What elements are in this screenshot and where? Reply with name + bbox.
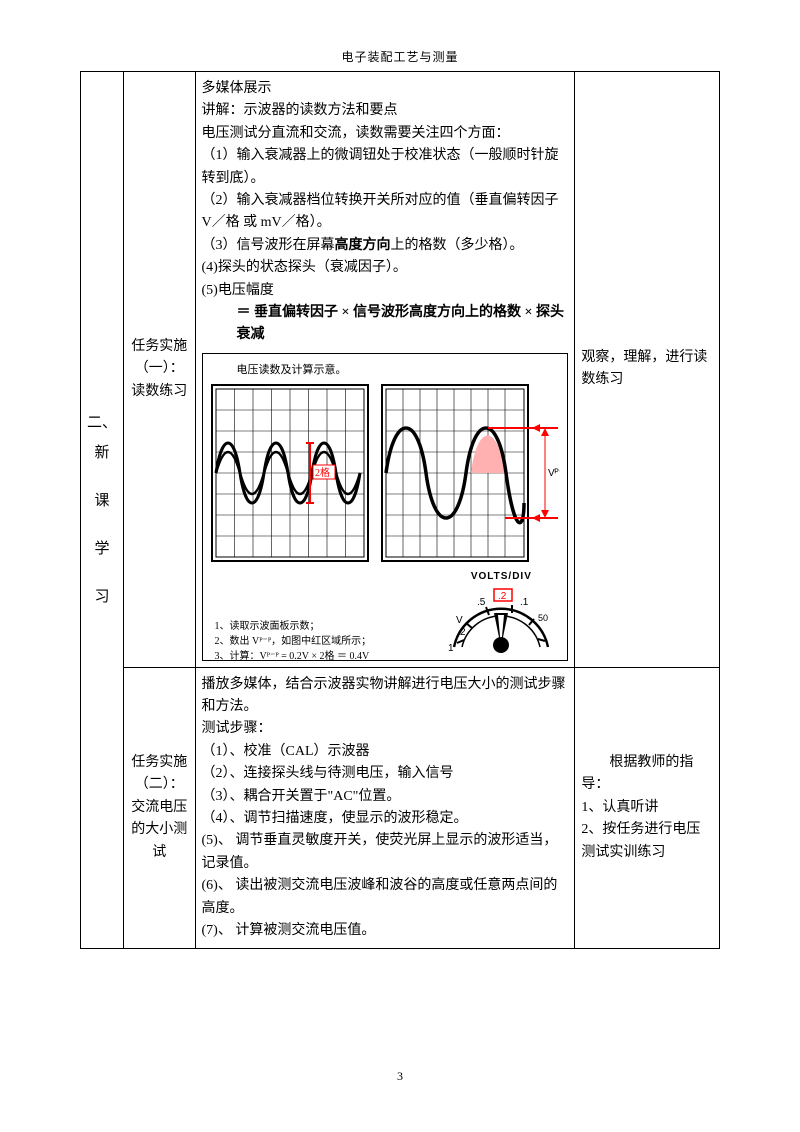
section-line: 新 (87, 441, 117, 465)
content-line: （1）输入衰减器上的微调钮处于校准状态（一般顺时针旋转到底）。 (202, 145, 569, 190)
task-line: 任务实施 (130, 336, 189, 358)
section-cell: 二、 新 课 学 习 (81, 72, 124, 949)
right-waveform: Vᴾ⁻ᴾ (380, 383, 560, 563)
step-line: 2、数出 Vᴾ⁻ᴾ，如图中红区域所示； (215, 634, 442, 649)
task-line: 读数练习 (130, 381, 189, 403)
notes-line: 2、按任务进行电压测试实训练习 (581, 819, 713, 864)
content-line: 测试步骤： (202, 718, 569, 740)
content-line: (7)、 计算被测交流电压值。 (202, 920, 569, 942)
section-line: 课 (87, 489, 117, 513)
svg-text:50: 50 (538, 613, 548, 623)
content-line: 多媒体展示 (202, 78, 569, 100)
content-line: （2）输入衰减器档位转换开关所对应的值（垂直偏转因子 V／格 或 mV／格）。 (202, 190, 569, 235)
content-line: 讲解：示波器的读数方法和要点 (202, 100, 569, 122)
diagram-title: 电压读数及计算示意。 (237, 362, 562, 380)
step-line: 1、读取示波面板示数； (215, 619, 442, 634)
bold-text: 高度方向 (335, 238, 391, 253)
oscilloscope-diagram: 电压读数及计算示意。 (202, 353, 569, 661)
svg-text:2: 2 (460, 627, 466, 638)
diagram-steps: 1、读取示波面板示数； 2、数出 Vᴾ⁻ᴾ，如图中红区域所示； 3、计算：Vᴾ⁻… (209, 619, 442, 664)
notes-cell-2: 根据教师的指导： 1、认真听讲 2、按任务进行电压测试实训练习 (575, 667, 720, 949)
content-line: （3）、耦合开关置于"AC"位置。 (202, 786, 569, 808)
svg-text:.5: .5 (477, 597, 486, 608)
content-line: （3）信号波形在屏幕高度方向上的格数（多少格）。 (202, 235, 569, 257)
task-line: 交流电压 (130, 797, 189, 819)
diagram-footer: 1、读取示波面板示数； 2、数出 Vᴾ⁻ᴾ，如图中红区域所示； 3、计算：Vᴾ⁻… (209, 569, 562, 663)
content-line: （1）、校准（CAL）示波器 (202, 741, 569, 763)
notes-cell-1: 观察，理解，进行读数练习 (575, 72, 720, 668)
notes-line: 1、认真听讲 (581, 797, 713, 819)
svg-text:V: V (456, 615, 463, 626)
content-cell-2: 播放多媒体，结合示波器实物讲解进行电压大小的测试步骤和方法。 测试步骤： （1）… (195, 667, 575, 949)
content-line: 播放多媒体，结合示波器实物讲解进行电压大小的测试步骤和方法。 (202, 674, 569, 719)
dial-label: VOLTS/DIV (441, 569, 561, 585)
content-line: （2）、连接探头线与待测电压，输入信号 (202, 763, 569, 785)
page-header: 电子装配工艺与测量 (0, 0, 800, 71)
content-line: （4）、调节扫描速度，使显示的波形稳定。 (202, 808, 569, 830)
formula-line: ＝ 垂直偏转因子 × 信号波形高度方向上的格数 × 探头衰减 (202, 302, 569, 347)
content-line: 电压测试分直流和交流，读数需要关注四个方面： (202, 123, 569, 145)
content-line: (5)、 调节垂直灵敏度开关，使荧光屏上显示的波形适当，记录值。 (202, 830, 569, 875)
text: 上的格数（多少格）。 (391, 238, 524, 253)
section-line: 学 (87, 537, 117, 561)
task-cell-1: 任务实施 （一）： 读数练习 (124, 72, 196, 668)
task-line: 的大小测 (130, 819, 189, 841)
task-line: （二）： (130, 774, 189, 796)
waveform-grids: 2格 (209, 383, 562, 563)
content-line: (6)、 读出被测交流电压波峰和波谷的高度或任意两点间的高度。 (202, 875, 569, 920)
notes-line: 根据教师的指导： (581, 752, 713, 797)
task-line: （一）： (130, 358, 189, 380)
lesson-table: 二、 新 课 学 习 任务实施 （一）： 读数练习 多媒体展示 讲解：示波器的读… (80, 71, 720, 949)
left-waveform: 2格 (210, 383, 370, 563)
task-cell-2: 任务实施 （二）： 交流电压 的大小测 试 (124, 667, 196, 949)
content-line: (4)探头的状态探头（衰减因子）。 (202, 257, 569, 279)
content-cell-1: 多媒体展示 讲解：示波器的读数方法和要点 电压测试分直流和交流，读数需要关注四个… (195, 72, 575, 668)
content-line: (5)电压幅度 (202, 280, 569, 302)
task-line: 任务实施 (130, 752, 189, 774)
page-number: 3 (0, 1069, 800, 1084)
svg-text:.1: .1 (520, 597, 529, 608)
dial-svg: .5 .2 .1 50 V 1 2 (442, 585, 560, 655)
label-2ge: 2格 (315, 466, 330, 479)
label-vpp: Vᴾ⁻ᴾ (548, 468, 560, 479)
step-line: 3、计算：Vᴾ⁻ᴾ = 0.2V × 2格 ＝ 0.4V (215, 649, 442, 664)
svg-text:1: 1 (448, 643, 454, 654)
section-line: 习 (87, 585, 117, 609)
volts-dial: VOLTS/DIV (441, 569, 561, 663)
task-line: 试 (130, 842, 189, 864)
section-line: 二、 (87, 411, 117, 435)
text: （3）信号波形在屏幕 (202, 238, 335, 253)
